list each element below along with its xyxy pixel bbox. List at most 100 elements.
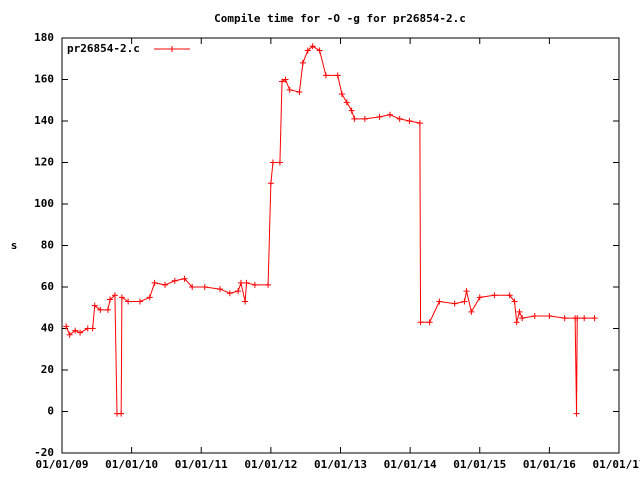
y-tick-label: 140 [34,114,54,127]
point-marker [91,302,98,309]
point-marker [426,319,433,326]
point-marker [546,313,553,320]
x-tick-label: 01/01/12 [244,458,297,471]
point-marker [386,111,393,118]
point-marker [461,298,468,305]
point-marker [269,159,276,166]
point-marker [531,313,538,320]
point-marker [376,113,383,120]
point-marker [516,308,523,315]
point-marker [97,306,104,313]
point-marker [189,284,196,290]
point-marker [118,294,125,301]
point-marker [162,281,169,288]
point-marker [107,296,114,303]
x-tick-label: 01/01/10 [105,458,158,471]
point-marker [322,72,329,79]
point-marker [267,180,274,187]
point-marker [251,281,258,288]
point-marker [63,323,70,330]
point-marker [574,315,581,322]
point-marker [406,118,413,124]
y-tick-label: 80 [41,239,54,252]
point-marker [242,298,249,305]
point-marker [351,115,358,122]
y-tick-label: 100 [34,197,54,210]
point-marker [417,319,424,326]
point-marker [151,279,158,286]
point-marker [136,298,143,305]
point-marker [243,279,250,286]
point-marker [265,281,272,288]
point-marker [581,315,588,322]
point-marker [201,284,208,290]
point-marker [573,410,580,417]
point-marker [66,331,73,338]
point-marker [217,286,224,293]
point-marker [118,410,125,417]
point-marker [334,72,341,79]
point-marker [235,288,242,295]
x-tick-label: 01/01/17 [593,458,640,471]
y-tick-label: -20 [34,446,54,459]
point-marker [451,300,458,307]
point-marker [343,99,350,106]
point-marker [316,47,323,54]
y-tick-label: 20 [41,363,54,376]
legend-marker [169,46,175,52]
x-tick-label: 01/01/14 [384,458,437,471]
series-line [65,45,595,415]
point-marker [513,319,520,326]
point-marker [104,306,111,313]
point-marker [181,275,188,282]
point-marker [111,292,118,299]
chart-title: Compile time for -O -g for pr26854-2.c [214,12,466,25]
x-tick-label: 01/01/11 [175,458,228,471]
point-marker [506,292,513,299]
point-marker [491,292,498,299]
y-tick-label: 0 [47,405,54,418]
legend-label: pr26854-2.c [67,42,140,55]
point-marker [338,91,345,98]
point-marker [416,120,423,127]
plot-frame [61,37,620,454]
point-marker [468,308,475,315]
point-marker [299,59,306,66]
point-marker [77,329,84,336]
point-marker [396,115,403,122]
point-marker [279,78,286,85]
point-marker [309,43,316,50]
point-marker [519,315,526,322]
point-marker [361,115,368,122]
point-marker [476,294,483,301]
y-tick-label: 180 [34,31,54,44]
x-tick-label: 01/01/15 [453,458,506,471]
point-marker [591,315,598,322]
point-marker [226,290,233,297]
y-tick-label: 60 [41,280,54,293]
y-tick-label: 160 [34,73,54,86]
x-tick-label: 01/01/09 [36,458,89,471]
point-marker [125,298,132,305]
point-marker [276,159,283,166]
point-marker [348,107,355,114]
point-marker [146,294,153,301]
point-marker [561,315,568,322]
point-marker [171,277,178,284]
point-marker [463,288,470,295]
y-tick-label: 40 [41,322,54,335]
point-marker [72,327,79,334]
point-marker [304,47,311,54]
x-tick-label: 01/01/13 [314,458,367,471]
y-tick-label: 120 [34,156,54,169]
y-axis-label: s [11,239,18,252]
point-marker [89,325,96,332]
point-marker [511,298,518,305]
point-marker [237,279,244,286]
point-marker [282,76,289,83]
point-marker [286,86,293,93]
point-marker [296,88,303,95]
point-marker [436,298,443,305]
